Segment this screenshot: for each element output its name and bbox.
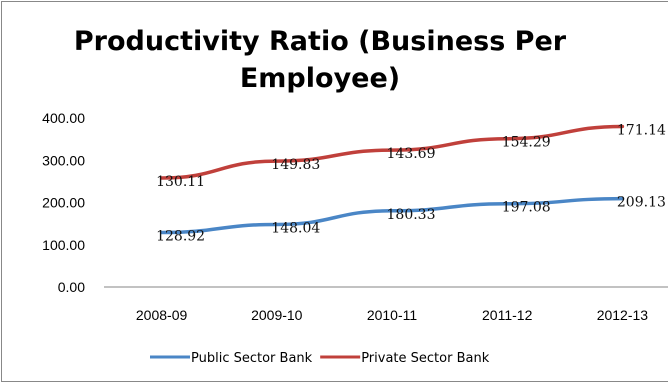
x-tick-label: 2011-12 bbox=[482, 307, 533, 323]
chart-title-line-2: Employee) bbox=[239, 63, 401, 94]
data-label: 128.92 bbox=[156, 229, 205, 245]
series-line-public bbox=[159, 196, 625, 235]
x-tick-label: 2008-09 bbox=[136, 307, 188, 323]
x-tick-label: 2012-13 bbox=[597, 307, 649, 323]
y-tick-label: 400.00 bbox=[42, 110, 85, 126]
data-label: 209.13 bbox=[617, 195, 666, 211]
series-line-private bbox=[159, 124, 625, 180]
data-label: 149.83 bbox=[271, 157, 320, 173]
data-label: 197.08 bbox=[502, 200, 551, 216]
data-label: 154.29 bbox=[502, 135, 551, 151]
data-label: 148.04 bbox=[271, 220, 320, 236]
data-label: 171.14 bbox=[617, 122, 666, 138]
y-tick-label: 300.00 bbox=[42, 152, 85, 168]
x-tick-label: 2010-11 bbox=[367, 307, 418, 323]
legend-label: Public Sector Bank bbox=[191, 351, 313, 366]
data-label: 143.69 bbox=[387, 146, 436, 162]
y-tick-label: 0.00 bbox=[58, 279, 85, 295]
data-label: 130.11 bbox=[156, 174, 205, 190]
data-label: 180.33 bbox=[387, 207, 436, 223]
chart-title-line-1: Productivity Ratio (Business Per bbox=[73, 26, 567, 57]
legend-label: Private Sector Bank bbox=[361, 351, 490, 366]
y-tick-label: 100.00 bbox=[42, 237, 85, 253]
y-tick-label: 200.00 bbox=[42, 195, 85, 211]
x-tick-label: 2009-10 bbox=[251, 307, 303, 323]
